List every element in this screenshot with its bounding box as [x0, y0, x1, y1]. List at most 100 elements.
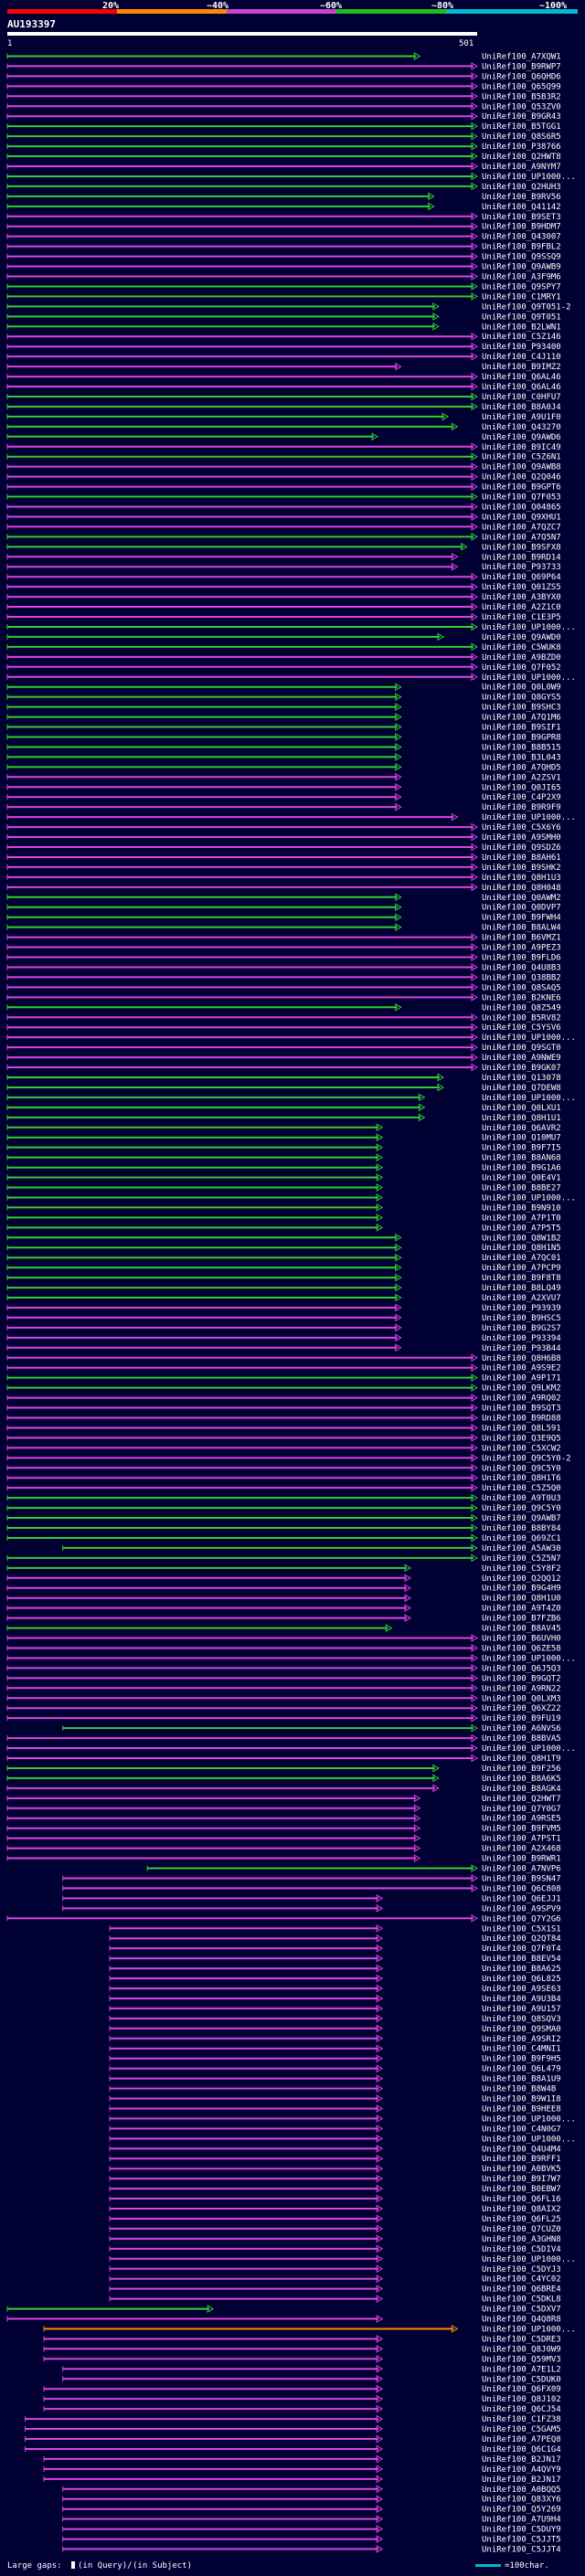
- hit-label[interactable]: UniRef100_B9G2S7: [482, 1324, 561, 1333]
- hit-label[interactable]: UniRef100_B9RWR1: [482, 1855, 561, 1864]
- hit-label[interactable]: UniRef100_Q7CUZ0: [482, 2225, 561, 2234]
- hit-label[interactable]: UniRef100_Q9C5Y0: [482, 1464, 561, 1473]
- hit-label[interactable]: UniRef100_Q6QHD6: [482, 72, 561, 81]
- hit-label[interactable]: UniRef100_C5X1S1: [482, 1924, 561, 1934]
- hit-label[interactable]: UniRef100_Q2HWT7: [482, 1795, 561, 1804]
- hit-label[interactable]: UniRef100_B9GPR8: [482, 733, 561, 742]
- hit-label[interactable]: UniRef100_Q8S6R5: [482, 133, 561, 142]
- hit-label[interactable]: UniRef100_B9F9H5: [482, 2055, 561, 2064]
- hit-label[interactable]: UniRef100_B8EV54: [482, 1955, 561, 1964]
- hit-label[interactable]: UniRef100_A9RQ02: [482, 1394, 561, 1404]
- hit-label[interactable]: UniRef100_Q8GYS5: [482, 694, 561, 703]
- hit-label[interactable]: UniRef100_B8AV45: [482, 1625, 561, 1634]
- hit-label[interactable]: UniRef100_B7FZB6: [482, 1615, 561, 1624]
- hit-label[interactable]: UniRef100_B9FVM5: [482, 1825, 561, 1834]
- hit-label[interactable]: UniRef100_B8A0J4: [482, 403, 561, 412]
- hit-label[interactable]: UniRef100_B9IMZ2: [482, 363, 561, 372]
- hit-label[interactable]: UniRef100_A9SPV9: [482, 1904, 561, 1913]
- hit-label[interactable]: UniRef100_C5YSV6: [482, 1023, 561, 1033]
- hit-label[interactable]: UniRef100_Q8H1U1: [482, 1114, 561, 1123]
- hit-label[interactable]: UniRef100_Q6AVR2: [482, 1124, 561, 1133]
- hit-label[interactable]: UniRef100_Q43270: [482, 423, 561, 432]
- hit-label[interactable]: UniRef100_C5X6Y6: [482, 823, 561, 832]
- hit-label[interactable]: UniRef100_Q4U8B3: [482, 963, 561, 972]
- hit-label[interactable]: UniRef100_B8A625: [482, 1965, 561, 1974]
- hit-label[interactable]: UniRef100_Q2QQ12: [482, 1574, 561, 1584]
- hit-label[interactable]: UniRef100_UP1000...: [482, 2325, 576, 2334]
- hit-label[interactable]: UniRef100_B8AN68: [482, 1154, 561, 1163]
- hit-label[interactable]: UniRef100_Q9T051-2: [482, 302, 571, 312]
- hit-label[interactable]: UniRef100_UP1000...: [482, 1654, 576, 1663]
- hit-label[interactable]: UniRef100_A9RSE5: [482, 1815, 561, 1824]
- hit-label[interactable]: UniRef100_UP1000...: [482, 1034, 576, 1043]
- hit-label[interactable]: UniRef100_C1E3P5: [482, 613, 561, 622]
- hit-label[interactable]: UniRef100_C5JJT5: [482, 2536, 561, 2545]
- hit-label[interactable]: UniRef100_B9FLD6: [482, 954, 561, 963]
- hit-label[interactable]: UniRef100_B3L043: [482, 753, 561, 762]
- hit-label[interactable]: UniRef100_B8A1U9: [482, 2075, 561, 2084]
- hit-label[interactable]: UniRef100_A3F9M6: [482, 273, 561, 282]
- hit-label[interactable]: UniRef100_B8BE27: [482, 1184, 561, 1193]
- hit-label[interactable]: UniRef100_Q9T051: [482, 313, 561, 322]
- hit-label[interactable]: UniRef100_A9SMH0: [482, 833, 561, 843]
- hit-label[interactable]: UniRef100_A4QVY9: [482, 2465, 561, 2475]
- hit-label[interactable]: UniRef100_B9F7I5: [482, 1144, 561, 1153]
- hit-label[interactable]: UniRef100_P93B44: [482, 1344, 561, 1353]
- hit-label[interactable]: UniRef100_Q9AWD6: [482, 433, 561, 442]
- hit-label[interactable]: UniRef100_C5Z5Q0: [482, 1484, 561, 1493]
- hit-label[interactable]: UniRef100_Q8H048: [482, 884, 561, 893]
- hit-label[interactable]: UniRef100_B5TGG1: [482, 122, 561, 132]
- hit-label[interactable]: UniRef100_Q3E9Q5: [482, 1434, 561, 1443]
- hit-label[interactable]: UniRef100_C5Y8F2: [482, 1564, 561, 1574]
- hit-label[interactable]: UniRef100_Q7F0T4: [482, 1945, 561, 1954]
- hit-label[interactable]: UniRef100_Q53ZV0: [482, 102, 561, 111]
- hit-label[interactable]: UniRef100_Q8J0W9: [482, 2345, 561, 2354]
- hit-label[interactable]: UniRef100_Q9XHU1: [482, 513, 561, 522]
- hit-label[interactable]: UniRef100_A9P171: [482, 1374, 561, 1383]
- hit-label[interactable]: UniRef100_C1FZ38: [482, 2415, 561, 2424]
- hit-label[interactable]: UniRef100_C5DUY9: [482, 2526, 561, 2535]
- hit-label[interactable]: UniRef100_C4YC02: [482, 2275, 561, 2284]
- hit-label[interactable]: UniRef100_Q8W1B2: [482, 1234, 561, 1243]
- hit-label[interactable]: UniRef100_A0BVK5: [482, 2165, 561, 2174]
- hit-label[interactable]: UniRef100_B9FU19: [482, 1714, 561, 1723]
- hit-label[interactable]: UniRef100_Q6FL25: [482, 2215, 561, 2224]
- hit-label[interactable]: UniRef100_UP1000...: [482, 623, 576, 632]
- hit-label[interactable]: UniRef100_Q6C808: [482, 1884, 561, 1893]
- hit-label[interactable]: UniRef100_B6UVH0: [482, 1635, 561, 1644]
- hit-label[interactable]: UniRef100_B2JN17: [482, 2475, 561, 2485]
- hit-label[interactable]: UniRef100_B9R9F9: [482, 803, 561, 812]
- hit-label[interactable]: UniRef100_A7QHD5: [482, 763, 561, 772]
- hit-label[interactable]: UniRef100_A9S9E2: [482, 1364, 561, 1373]
- hit-label[interactable]: UniRef100_B9I7W7: [482, 2175, 561, 2184]
- hit-label[interactable]: UniRef100_B9G4H9: [482, 1585, 561, 1594]
- hit-label[interactable]: UniRef100_A7PST1: [482, 1835, 561, 1844]
- hit-label[interactable]: UniRef100_C5DKL8: [482, 2295, 561, 2305]
- hit-label[interactable]: UniRef100_Q8Z549: [482, 1003, 561, 1012]
- hit-label[interactable]: UniRef100_B9RWP7: [482, 62, 561, 71]
- hit-label[interactable]: UniRef100_C5GAM5: [482, 2425, 561, 2434]
- hit-label[interactable]: UniRef100_P93939: [482, 1304, 561, 1313]
- hit-label[interactable]: UniRef100_B9SN47: [482, 1874, 561, 1883]
- hit-label[interactable]: UniRef100_Q69ZC1: [482, 1534, 561, 1543]
- hit-label[interactable]: UniRef100_Q0DVP7: [482, 904, 561, 913]
- hit-label[interactable]: UniRef100_B8AGK4: [482, 1785, 561, 1794]
- hit-label[interactable]: UniRef100_Q9C5Y0-2: [482, 1454, 571, 1463]
- hit-label[interactable]: UniRef100_Q6AL46: [482, 373, 561, 382]
- hit-label[interactable]: UniRef100_A7Q5N7: [482, 533, 561, 542]
- hit-label[interactable]: UniRef100_B8W4B: [482, 2085, 556, 2094]
- hit-label[interactable]: UniRef100_C0HFU7: [482, 393, 561, 402]
- hit-label[interactable]: UniRef100_Q9SGT0: [482, 1044, 561, 1053]
- hit-label[interactable]: UniRef100_Q7Y0G7: [482, 1805, 561, 1814]
- hit-label[interactable]: UniRef100_Q9SMA0: [482, 2025, 561, 2034]
- hit-label[interactable]: UniRef100_C5Z6N1: [482, 453, 561, 462]
- hit-label[interactable]: UniRef100_B8ALW4: [482, 924, 561, 933]
- hit-label[interactable]: UniRef100_Q65Q99: [482, 82, 561, 91]
- hit-label[interactable]: UniRef100_A7U9H4: [482, 2516, 561, 2525]
- hit-label[interactable]: UniRef100_B9F8T8: [482, 1274, 561, 1283]
- hit-label[interactable]: UniRef100_B8B515: [482, 743, 561, 752]
- hit-label[interactable]: UniRef100_B8BVA5: [482, 1734, 561, 1744]
- hit-label[interactable]: UniRef100_A2ZSV1: [482, 773, 561, 782]
- hit-label[interactable]: UniRef100_A7QZC7: [482, 523, 561, 532]
- hit-label[interactable]: UniRef100_C5DIV4: [482, 2245, 561, 2254]
